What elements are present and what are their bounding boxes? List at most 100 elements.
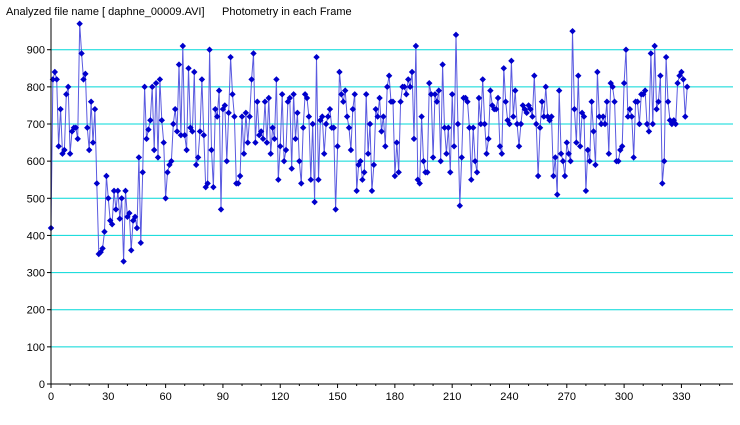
data-point <box>170 120 177 128</box>
data-point <box>445 124 452 131</box>
data-point <box>437 157 444 165</box>
data-point <box>374 113 381 120</box>
data-point <box>229 91 236 98</box>
data-point <box>61 146 68 154</box>
data-point <box>661 157 668 165</box>
data-point <box>657 72 664 79</box>
data-point <box>571 105 578 113</box>
data-point <box>645 128 653 135</box>
data-point <box>275 176 282 183</box>
data-point <box>573 139 580 146</box>
y-tick-label: 200 <box>27 305 45 317</box>
data-point <box>420 157 427 165</box>
data-point <box>626 105 634 113</box>
data-point <box>563 139 570 146</box>
data-point <box>313 53 320 61</box>
data-point <box>498 150 506 157</box>
data-point <box>653 105 660 113</box>
data-point <box>542 83 549 91</box>
data-point <box>80 76 87 83</box>
data-point <box>370 161 378 169</box>
data-point <box>351 91 358 98</box>
data-point <box>162 195 169 202</box>
data-point <box>674 79 681 87</box>
data-point <box>454 120 462 128</box>
data-point <box>66 150 74 157</box>
data-point <box>212 105 219 113</box>
data-point <box>49 76 57 83</box>
data-point <box>122 187 129 195</box>
data-point <box>441 124 448 131</box>
data-point <box>546 117 553 124</box>
data-point <box>82 70 89 78</box>
data-point <box>118 195 125 202</box>
data-point <box>189 128 196 135</box>
data-point <box>534 172 542 180</box>
data-point <box>475 94 483 102</box>
data-point <box>380 113 387 120</box>
data-point <box>97 248 104 256</box>
y-tick-label: 500 <box>27 193 45 205</box>
data-point <box>519 102 527 109</box>
data-point <box>87 98 95 105</box>
data-point <box>223 157 230 165</box>
x-tick-label: 60 <box>159 391 171 403</box>
data-point <box>64 83 72 91</box>
y-tick-label: 300 <box>27 268 45 280</box>
y-tick-label: 400 <box>27 230 45 242</box>
data-point <box>330 124 337 131</box>
data-point <box>378 128 385 135</box>
data-point <box>315 176 322 183</box>
data-point <box>341 87 349 94</box>
data-point <box>311 198 318 206</box>
y-tick-label: 0 <box>39 379 45 391</box>
data-point <box>492 105 500 113</box>
data-point <box>158 117 166 124</box>
data-point <box>206 46 213 53</box>
data-point <box>578 109 586 117</box>
data-point <box>145 126 152 133</box>
data-point <box>250 50 257 57</box>
data-point <box>361 169 368 176</box>
data-point <box>510 113 517 120</box>
data-point <box>406 83 414 91</box>
data-point <box>357 157 364 165</box>
data-point <box>277 143 284 150</box>
data-point <box>662 53 670 61</box>
data-point <box>431 91 439 98</box>
data-point <box>471 157 479 165</box>
data-point <box>126 209 133 217</box>
data-point <box>448 91 456 98</box>
data-point <box>175 61 183 68</box>
data-point <box>630 154 637 161</box>
data-point <box>391 172 399 180</box>
data-point <box>385 72 393 79</box>
data-point <box>101 228 108 235</box>
data-point <box>215 87 223 94</box>
data-point <box>615 157 622 165</box>
data-point <box>208 146 215 154</box>
data-point <box>403 91 410 98</box>
data-point <box>517 120 525 128</box>
data-point <box>389 98 397 105</box>
data-point <box>376 94 383 102</box>
data-point <box>464 98 471 105</box>
data-point <box>173 128 181 135</box>
data-point <box>469 124 477 131</box>
data-point <box>554 191 561 198</box>
x-tick-label: 120 <box>271 391 289 403</box>
data-point <box>214 113 221 120</box>
data-point <box>133 224 141 232</box>
data-point <box>147 117 154 124</box>
data-point <box>219 105 227 113</box>
data-point <box>259 135 267 143</box>
data-point <box>299 124 307 131</box>
data-point <box>609 83 616 91</box>
data-point <box>246 113 253 120</box>
data-point <box>668 120 676 128</box>
data-point <box>221 102 229 109</box>
data-point <box>393 139 400 146</box>
data-point <box>456 202 464 209</box>
data-point <box>647 50 655 57</box>
data-point <box>429 154 437 161</box>
